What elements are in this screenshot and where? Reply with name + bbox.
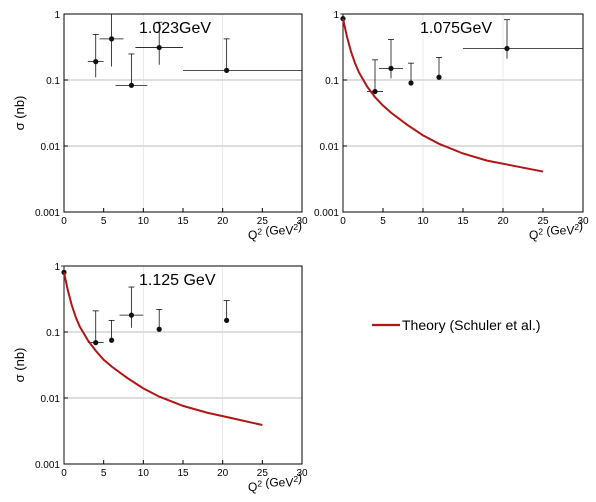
y-tick-label: 1 xyxy=(54,262,60,273)
x-tick-label: 20 xyxy=(217,216,229,227)
data-point-group xyxy=(340,13,346,212)
x-axis-title: Q2 (GeV2) xyxy=(248,471,302,494)
y-tick-label: 1 xyxy=(333,10,339,21)
y-tick-label: 0.01 xyxy=(320,142,340,153)
x-tick-label: 20 xyxy=(497,216,509,227)
theory-curve xyxy=(63,272,263,426)
x-tick-label: 30 xyxy=(296,216,308,227)
legend-theory-label: Theory (Schuler et al.) xyxy=(402,317,541,333)
x-tick-label: 10 xyxy=(417,216,429,227)
chart-panel-1: 0 5 10 15 20 25 30 1 0.1 0.01 0.001 Q2 (GeV2) σ (nb)… xyxy=(12,10,308,242)
data-point xyxy=(128,82,135,88)
x-axis-title: Q2 (GeV2) xyxy=(529,219,583,242)
panel-energy-label: 1.125 GeV xyxy=(139,272,216,289)
x-tick-label: 15 xyxy=(457,216,469,227)
data-point-group xyxy=(408,62,414,86)
panel-energy-label: 1.023GeV xyxy=(139,20,211,37)
x-tick-label: 5 xyxy=(101,468,107,479)
data-point-group xyxy=(183,38,302,73)
data-point-group xyxy=(61,265,67,464)
data-point xyxy=(388,65,394,71)
data-point xyxy=(408,80,414,86)
x-tick-label: 0 xyxy=(61,216,67,227)
x-tick-label: 20 xyxy=(217,468,229,479)
plot-frame xyxy=(342,13,584,213)
data-point-group xyxy=(367,59,383,95)
x-tick-label: 25 xyxy=(537,216,549,227)
y-tick-label: 0.1 xyxy=(325,76,339,87)
data-point xyxy=(156,326,162,332)
x-tick-label: 10 xyxy=(138,468,150,479)
data-point-group xyxy=(135,21,183,65)
x-tick-label: 5 xyxy=(101,216,107,227)
y-tick-label: 0.01 xyxy=(41,142,61,153)
y-axis-title: σ (nb) xyxy=(12,348,27,383)
y-tick-label: 0.001 xyxy=(35,208,60,219)
x-tick-label: 15 xyxy=(177,468,189,479)
data-point-group xyxy=(436,57,442,80)
y-tick-label: 1 xyxy=(54,10,60,21)
data-point-group xyxy=(379,39,403,79)
data-point-group xyxy=(115,53,148,88)
chart-panel-2: 0 5 10 15 20 25 30 1 0.1 0.01 0.001 Q2 (GeV2) 1.075G… xyxy=(314,10,589,242)
chart-panel-3: 0 5 10 15 20 25 30 1 0.1 0.01 0.001 Q2 (GeV2) σ (nb)… xyxy=(12,262,308,494)
plot-frame xyxy=(63,265,303,465)
data-point-group xyxy=(156,309,163,332)
y-tick-label: 0.001 xyxy=(35,460,60,471)
x-axis-title: Q2 (GeV2) xyxy=(248,219,302,242)
data-point-group xyxy=(87,310,104,346)
x-tick-label: 30 xyxy=(296,468,308,479)
data-point-group xyxy=(99,13,124,67)
x-tick-label: 10 xyxy=(138,216,150,227)
data-point xyxy=(156,44,162,51)
legend: Theory (Schuler et al.) xyxy=(372,317,541,333)
x-tick-label: 15 xyxy=(177,216,189,227)
panel-energy-label: 1.075GeV xyxy=(420,20,492,37)
y-axis-title: σ (nb) xyxy=(12,96,27,131)
data-point xyxy=(224,67,230,73)
plot-frame xyxy=(63,13,303,213)
data-point-group xyxy=(108,319,115,343)
theory-curve xyxy=(342,18,544,173)
x-tick-label: 30 xyxy=(577,216,589,227)
x-tick-label: 0 xyxy=(61,468,67,479)
data-point xyxy=(436,74,442,80)
y-tick-label: 0.001 xyxy=(314,208,339,219)
x-tick-label: 5 xyxy=(380,216,386,227)
y-tick-label: 0.1 xyxy=(46,76,60,87)
x-tick-label: 0 xyxy=(340,216,346,227)
x-tick-label: 25 xyxy=(257,216,269,227)
y-tick-label: 0.01 xyxy=(41,394,61,405)
data-point-group xyxy=(463,19,583,59)
data-point xyxy=(93,59,99,65)
data-point xyxy=(109,36,115,42)
data-point xyxy=(128,312,135,318)
data-point xyxy=(224,317,230,323)
data-point xyxy=(93,340,99,346)
data-point xyxy=(504,45,510,52)
data-point-group xyxy=(119,286,144,328)
data-point xyxy=(109,337,115,343)
data-point-group xyxy=(87,34,104,78)
x-tick-label: 25 xyxy=(257,468,269,479)
data-point-group xyxy=(223,300,230,323)
y-tick-label: 0.1 xyxy=(46,328,60,339)
data-point xyxy=(372,88,378,95)
